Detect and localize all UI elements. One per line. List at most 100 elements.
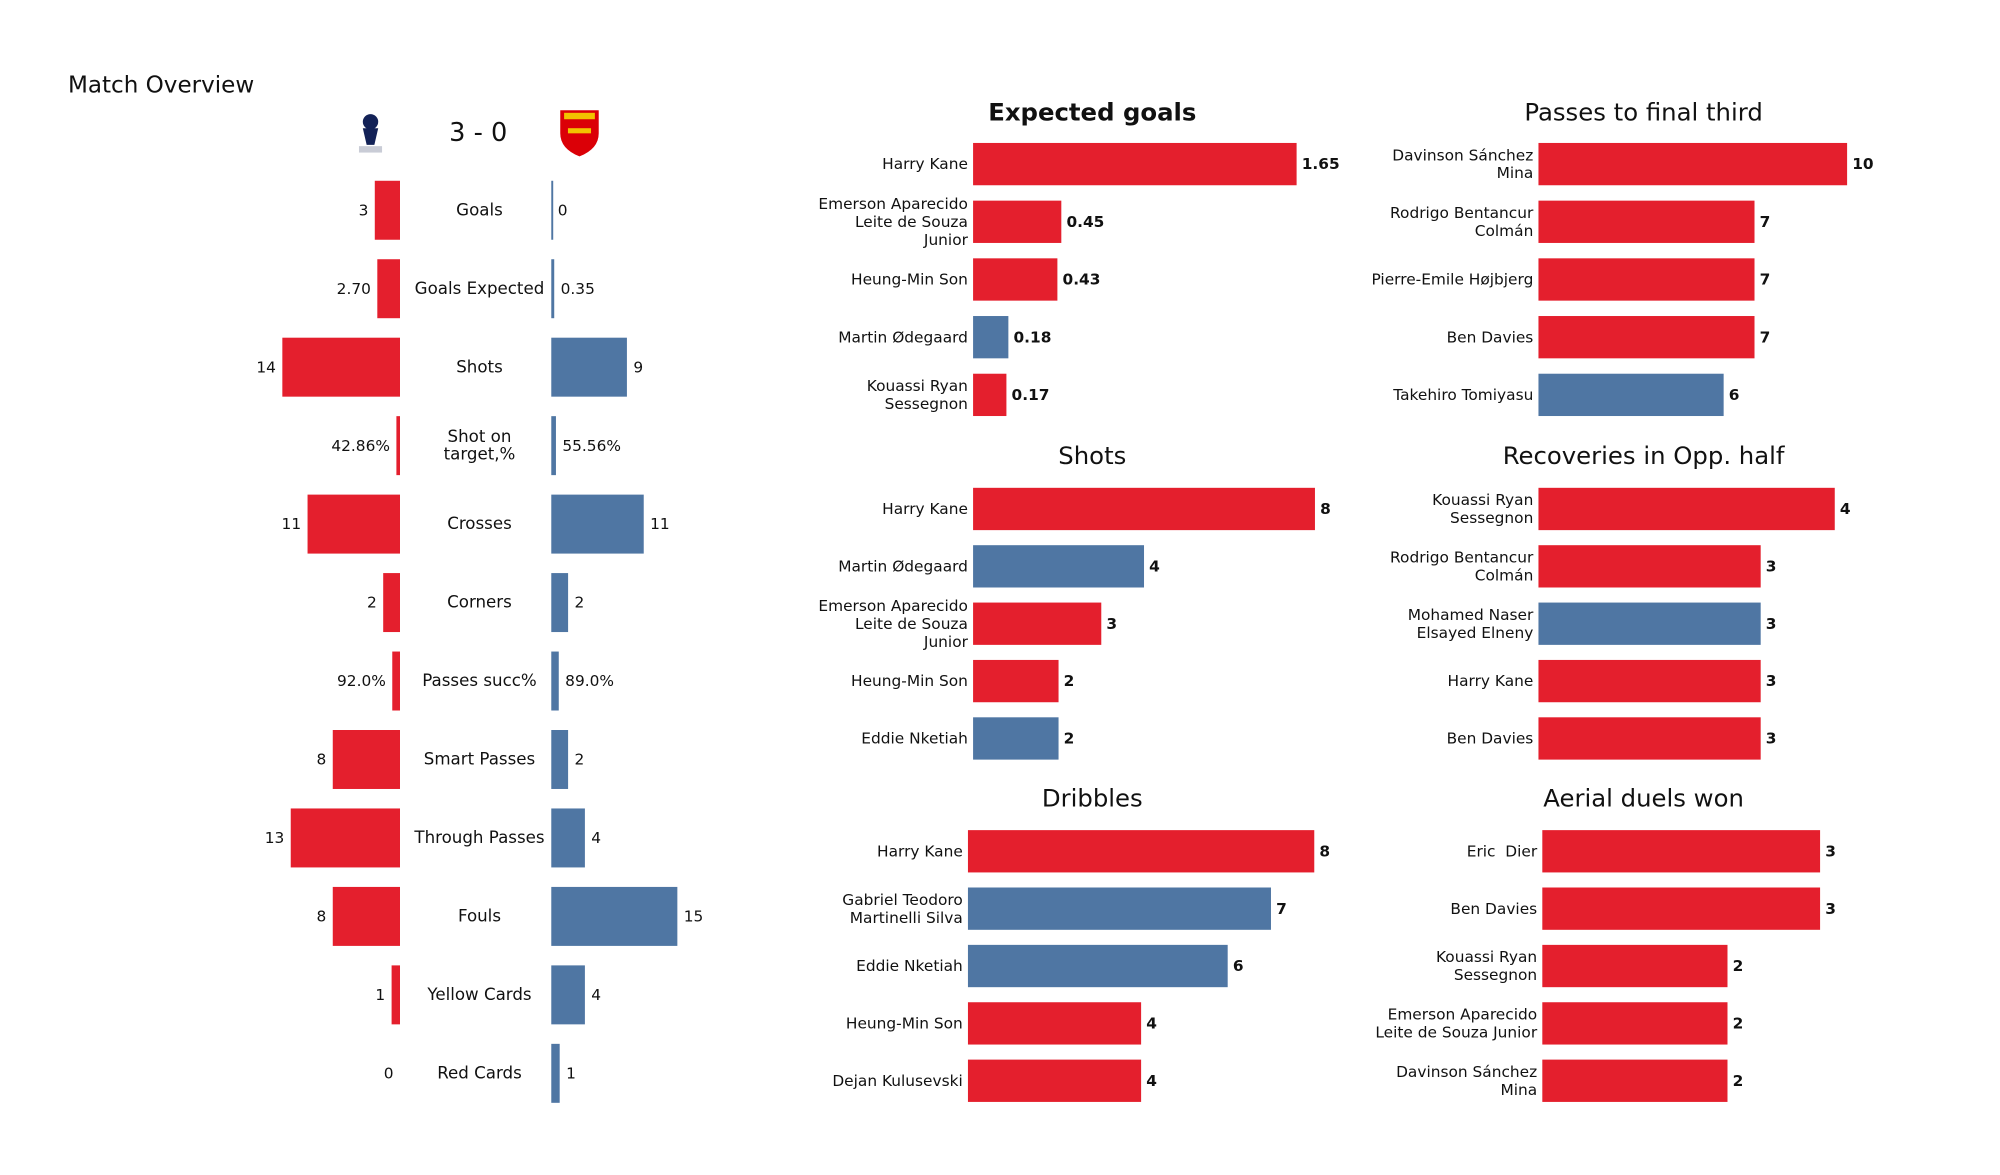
value-label: 13 bbox=[265, 829, 285, 847]
value-label: 2.70 bbox=[337, 280, 371, 298]
away-bar bbox=[551, 494, 644, 554]
bar bbox=[973, 602, 1102, 645]
bar bbox=[1538, 602, 1761, 645]
player-label: Harry Kane bbox=[882, 500, 968, 518]
bar bbox=[973, 717, 1059, 760]
player-label: Kouassi Ryan Sessegnon bbox=[867, 377, 968, 413]
category-label: Goals Expected bbox=[415, 279, 545, 298]
value-label: 3 bbox=[1766, 672, 1777, 690]
player-label: Harry Kane bbox=[877, 842, 963, 860]
player-label: Ben Davies bbox=[1450, 900, 1537, 918]
player-label: Harry Kane bbox=[882, 155, 968, 173]
away-bar bbox=[551, 259, 555, 319]
value-label: 3 bbox=[1825, 900, 1836, 918]
player-label: Heung-Min Son bbox=[846, 1015, 963, 1033]
value-label: 9 bbox=[633, 358, 643, 376]
value-label: 3 bbox=[1766, 557, 1777, 575]
value-label: 1.65 bbox=[1302, 155, 1340, 173]
player-label: Eric Dier bbox=[1467, 842, 1538, 860]
category-label: Shots bbox=[456, 357, 503, 376]
bar bbox=[973, 659, 1059, 703]
value-label: 4 bbox=[1146, 1015, 1157, 1033]
away-bar bbox=[551, 1043, 560, 1103]
home-bar bbox=[391, 965, 400, 1025]
chart-title: Dribbles bbox=[1042, 783, 1143, 812]
player-label: Emerson Aparecido Leite de Souza Junior bbox=[1375, 1006, 1537, 1042]
player-label: Davinson Sánchez Mina bbox=[1392, 146, 1533, 182]
player-label: Eddie Nketiah bbox=[856, 957, 963, 975]
home-bar bbox=[377, 259, 400, 319]
value-label: 14 bbox=[256, 358, 276, 376]
player-label: Ben Davies bbox=[1447, 328, 1534, 346]
home-bar bbox=[383, 573, 400, 633]
value-label: 4 bbox=[1840, 500, 1851, 518]
value-label: 8 bbox=[1320, 500, 1331, 518]
value-label: 1 bbox=[375, 986, 385, 1004]
bar bbox=[967, 944, 1228, 988]
value-label: 4 bbox=[1149, 557, 1160, 575]
value-label: 3 bbox=[1766, 730, 1777, 748]
value-label: 7 bbox=[1760, 213, 1771, 231]
away-bar bbox=[551, 180, 554, 240]
bar bbox=[1538, 200, 1755, 243]
value-label: 2 bbox=[1064, 672, 1075, 690]
bar bbox=[1542, 1002, 1728, 1045]
bar bbox=[1538, 717, 1761, 760]
away-bar bbox=[551, 886, 678, 946]
bar bbox=[967, 1002, 1142, 1045]
bar bbox=[973, 316, 1009, 359]
value-label: 2 bbox=[575, 751, 585, 769]
value-label: 3 bbox=[1106, 615, 1117, 633]
away-crest bbox=[560, 110, 599, 157]
value-label: 2 bbox=[1733, 1072, 1744, 1090]
player-label: Heung-Min Son bbox=[851, 672, 968, 690]
bar bbox=[1538, 373, 1724, 417]
player-label: Mohamed Naser Elsayed Elneny bbox=[1408, 606, 1534, 642]
home-bar bbox=[396, 416, 400, 476]
away-bar bbox=[551, 337, 627, 397]
home-bar bbox=[332, 886, 400, 946]
value-label: 2 bbox=[367, 594, 377, 612]
value-label: 6 bbox=[1233, 957, 1244, 975]
player-label: Gabriel Teodoro Martinelli Silva bbox=[842, 891, 963, 927]
player-label: Ben Davies bbox=[1447, 730, 1534, 748]
away-bar bbox=[551, 965, 585, 1025]
bar bbox=[973, 142, 1297, 186]
category-label: Fouls bbox=[458, 907, 501, 926]
category-label: Passes succ% bbox=[422, 671, 536, 690]
home-bar bbox=[307, 494, 400, 554]
bar bbox=[973, 258, 1058, 301]
player-label: Emerson Aparecido Leite de Souza Junior bbox=[818, 597, 968, 651]
chart-title: Aerial duels won bbox=[1543, 783, 1744, 812]
value-label: 11 bbox=[282, 515, 302, 533]
player-label: Eddie Nketiah bbox=[861, 730, 968, 748]
value-label: 8 bbox=[317, 751, 327, 769]
value-label: 0.45 bbox=[1066, 213, 1104, 231]
home-bar bbox=[392, 651, 400, 711]
bar bbox=[967, 887, 1271, 930]
player-label: Davinson Sánchez Mina bbox=[1396, 1063, 1537, 1099]
value-label: 0.43 bbox=[1063, 271, 1101, 289]
bar bbox=[1542, 830, 1821, 873]
value-label: 10 bbox=[1852, 155, 1873, 173]
player-label: Rodrigo Bentancur Colmán bbox=[1390, 549, 1534, 585]
bar bbox=[1538, 487, 1835, 531]
category-label: Corners bbox=[447, 593, 512, 612]
value-label: 92.0% bbox=[337, 672, 386, 690]
value-label: 42.86% bbox=[331, 437, 390, 455]
home-crest bbox=[358, 114, 383, 153]
value-label: 0 bbox=[558, 201, 568, 219]
value-label: 1 bbox=[566, 1064, 576, 1082]
value-label: 3 bbox=[1766, 615, 1777, 633]
player-label: Martin Ødegaard bbox=[838, 557, 968, 575]
player-label: Pierre-Emile Højbjerg bbox=[1372, 271, 1534, 289]
chart-title: Recoveries in Opp. half bbox=[1503, 441, 1786, 470]
value-label: 55.56% bbox=[562, 437, 621, 455]
player-label: Takehiro Tomiyasu bbox=[1392, 386, 1533, 404]
away-bar bbox=[551, 573, 569, 633]
bar bbox=[1538, 258, 1755, 301]
value-label: 8 bbox=[1319, 842, 1330, 860]
bar bbox=[967, 1059, 1142, 1102]
